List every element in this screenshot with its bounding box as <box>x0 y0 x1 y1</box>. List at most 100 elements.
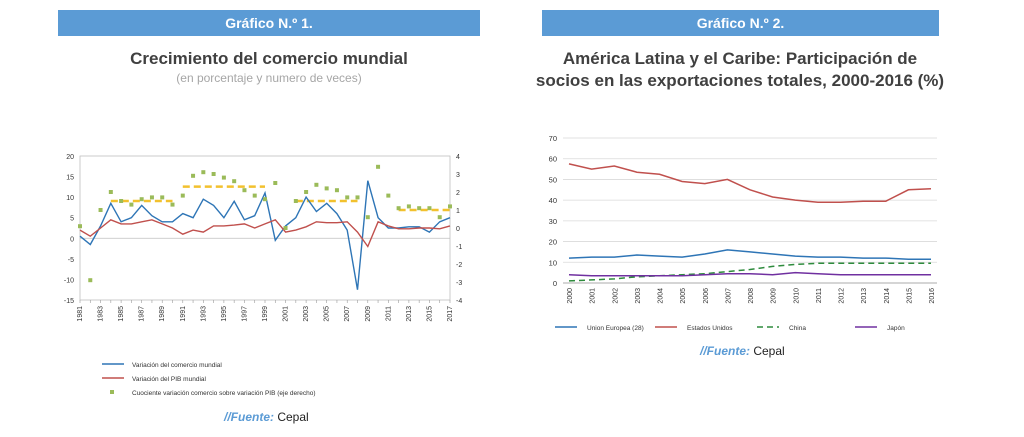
chart2-x-tick-label: 2011 <box>816 288 823 303</box>
right-title-line1: América Latina y el Caribe: Participació… <box>562 49 918 68</box>
chart1-ratio-point <box>221 175 226 180</box>
chart1-ratio-point <box>324 186 329 191</box>
chart2-eu-line <box>568 249 931 260</box>
chart1-gdp-line <box>79 218 451 248</box>
chart1-ratio-point <box>314 182 319 187</box>
chart2-y-tick-label: 50 <box>549 175 557 184</box>
chart2-x-tick-label: 2000 <box>567 288 574 304</box>
chart1-ratio-point <box>386 193 391 198</box>
chart1-x-tick-label: 1997 <box>241 306 248 322</box>
chart1-legend-marker <box>110 390 114 394</box>
left-source-value: Cepal <box>277 410 309 424</box>
chart1-y-tick-label: -15 <box>64 298 74 305</box>
chart1-ratio-point <box>98 208 103 212</box>
chart1-x-tick-label: 2007 <box>344 306 351 322</box>
chart1-x-tick-label: 1981 <box>77 306 84 322</box>
chart1-series <box>78 164 452 290</box>
chart1-y2-tick-label: 0 <box>456 226 460 233</box>
chart1-x-tick-label: 2011 <box>385 306 392 321</box>
chart2-x-tick-label: 2007 <box>725 288 732 304</box>
chart1-ratio-point <box>263 197 267 202</box>
chart2-legend: Union Europea (28) Estados Unidos China Jap… <box>555 325 905 332</box>
chart1-legend-label: Variación del PIB mundial <box>132 376 207 383</box>
chart2-x-tick-label: 2015 <box>906 288 913 304</box>
chart2-legend-label: Union Europea (28) <box>587 325 644 332</box>
chart1-ratio-point <box>201 170 206 175</box>
latam-export-share-chart: 0 10 20 30 40 50 60 70 2000 2001 2002 2003 2004 2005 2… <box>549 134 937 332</box>
chart1-ratio-point <box>191 173 196 178</box>
chart1-ratio-point <box>448 204 452 209</box>
chart1-legend: Variación del comercio mundial Variación … <box>102 362 316 397</box>
chart2-x-tick-label: 2008 <box>748 288 755 304</box>
chart1-ratio-point <box>417 206 422 211</box>
chart1-ratio-point <box>376 164 381 169</box>
chart1-ratio-point <box>252 193 257 198</box>
chart2-us-line <box>568 163 932 203</box>
chart1-ratio-point <box>139 197 144 202</box>
chart1-ratio-point <box>129 202 134 207</box>
chart1-x-tick-label: 1995 <box>221 306 228 322</box>
chart2-axes: 0 10 20 30 40 50 60 70 2000 2001 2002 2003 2004 2005 2… <box>549 134 937 304</box>
chart2-y-tick-label: 20 <box>549 238 557 247</box>
chart1-ratio-point <box>180 193 185 198</box>
chart1-y-tick-label: 20 <box>66 154 74 161</box>
right-banner: Gráfico N.º 2. <box>542 10 939 36</box>
chart2-china-line <box>568 262 931 282</box>
right-chart-title: América Latina y el Caribe: Participació… <box>530 48 950 92</box>
chart1-ratio-point <box>355 195 360 200</box>
chart2-x-tick-label: 2004 <box>658 288 665 304</box>
right-source: //Fuente: Cepal <box>700 344 785 358</box>
chart1-y2-tick-label: -3 <box>456 280 462 287</box>
left-source: //Fuente: Cepal <box>224 410 309 424</box>
chart1-ratio-point <box>242 188 247 193</box>
chart1-legend-label: Variación del comercio mundial <box>132 362 222 369</box>
chart1-ratio-point <box>273 181 278 185</box>
chart2-x-tick-label: 2003 <box>635 288 642 304</box>
chart2-gridlines <box>563 137 937 284</box>
chart1-ratio-point <box>108 190 113 194</box>
chart1-y-tick-label: -5 <box>68 257 74 264</box>
chart1-ratio-point <box>293 199 298 203</box>
chart2-x-tick-label: 2001 <box>590 288 597 304</box>
chart2-legend-label: Japón <box>887 325 905 332</box>
chart2-x-tick-label: 2014 <box>884 288 891 304</box>
chart1-y2-tick-label: -2 <box>456 262 462 269</box>
chart1-x-tick-label: 1993 <box>200 306 207 322</box>
chart1-ratio-point <box>437 215 442 220</box>
chart1-ratio-point <box>396 206 401 211</box>
chart1-ratio-point <box>232 179 237 184</box>
chart1-x-tick-label: 2001 <box>283 306 290 322</box>
left-source-label: //Fuente: <box>224 410 274 424</box>
right-title-line2: socios en las exportaciones totales, 200… <box>535 71 945 90</box>
chart1-ratio-point <box>365 215 370 220</box>
chart2-x-tick-label: 2016 <box>929 288 936 304</box>
chart2-y-tick-label: 0 <box>553 279 557 288</box>
chart2-legend-label: Estados Unidos <box>687 325 733 332</box>
chart1-x-tick-label: 1999 <box>262 306 269 322</box>
chart2-x-tick-label: 2002 <box>612 288 619 304</box>
left-chart-title: Crecimiento del comercio mundial <box>130 49 408 68</box>
chart1-ratio-point <box>78 224 82 229</box>
chart1-trade-line <box>79 180 451 290</box>
chart1-x-tick-label: 1987 <box>139 306 146 322</box>
chart1-y2-tick-label: -4 <box>456 298 462 305</box>
chart2-x-tick-label: 2013 <box>861 288 868 304</box>
chart1-ratio-point <box>119 199 124 203</box>
chart1-x-tick-label: 2013 <box>406 306 413 322</box>
chart1-ratio-point <box>211 172 216 176</box>
chart1-y-tick-label: 0 <box>70 236 74 243</box>
chart1-ratio-point <box>149 195 154 200</box>
chart1-ratio-point <box>334 188 339 193</box>
chart1-ratio-point <box>170 202 175 207</box>
right-source-value: Cepal <box>753 344 785 358</box>
chart1-legend-label: Cuociente variación comercio sobre varia… <box>132 390 316 397</box>
chart2-x-tick-label: 2009 <box>771 288 778 304</box>
chart2-x-tick-label: 2010 <box>793 288 800 304</box>
chart1-y2-tick-label: 3 <box>456 172 460 179</box>
chart1-x-tick-label: 2015 <box>426 306 433 322</box>
chart1-ratio-point <box>304 190 309 194</box>
chart1-x-tick-label: 2009 <box>365 306 372 322</box>
chart1-x-tick-label: 1983 <box>98 306 105 322</box>
chart1-ratio-point <box>160 195 165 200</box>
